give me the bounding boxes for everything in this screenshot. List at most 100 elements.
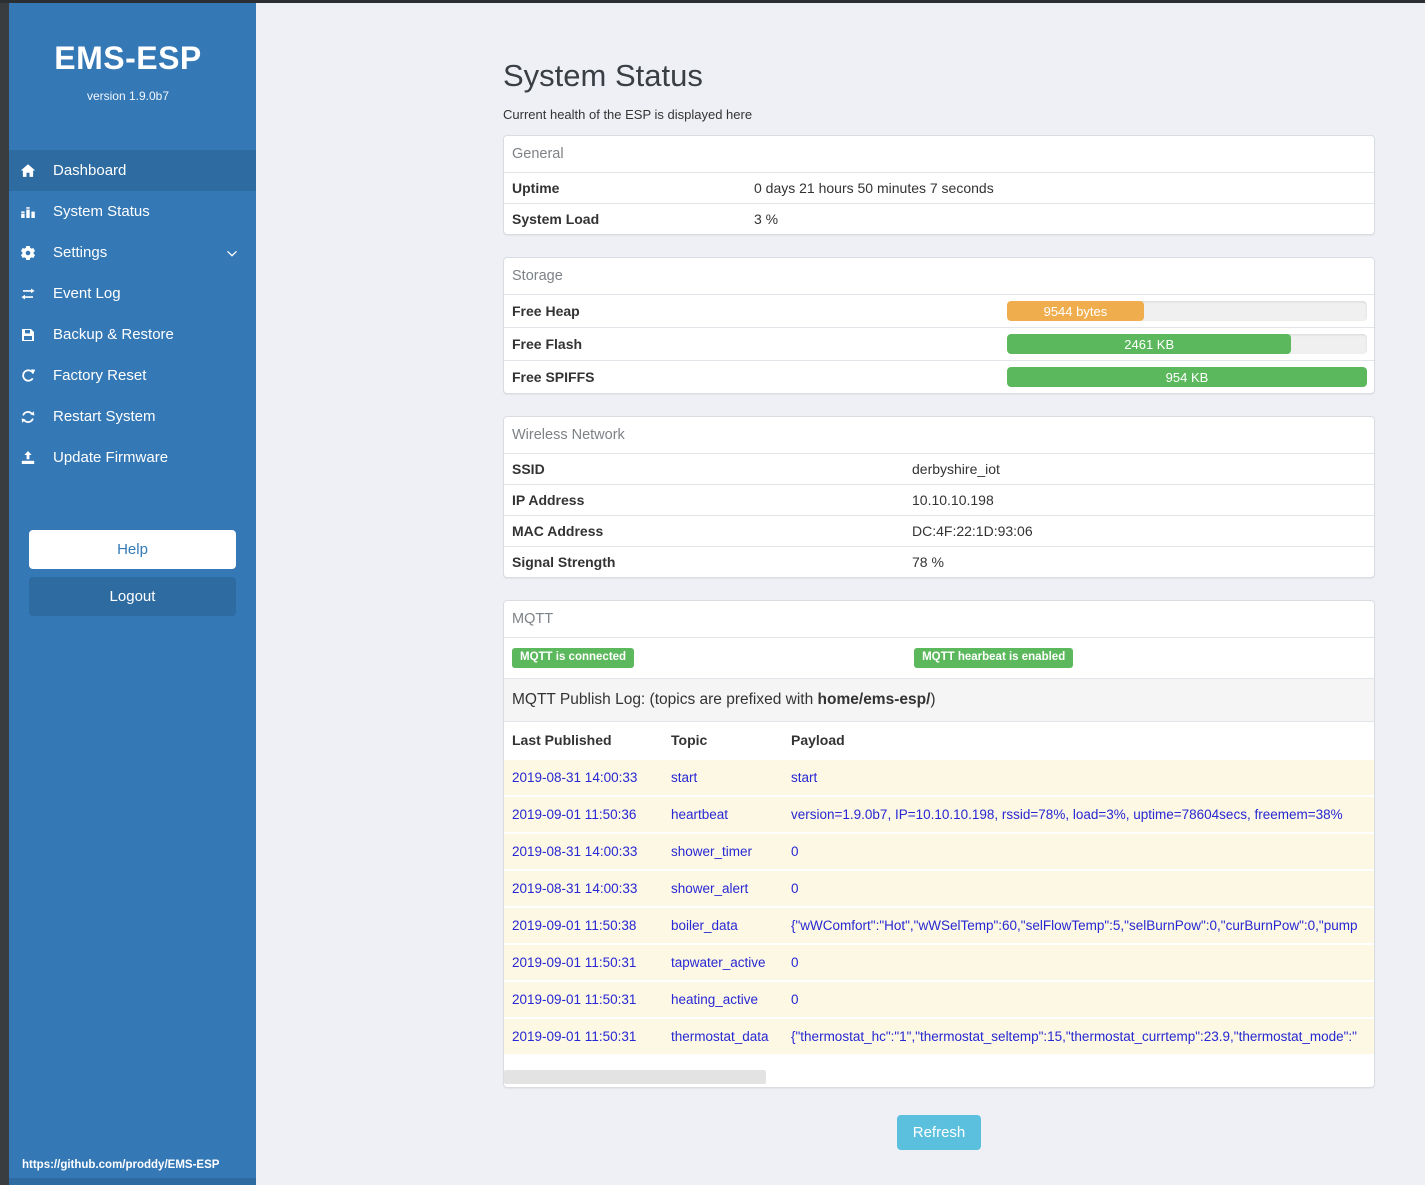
sidebar: EMS-ESP version 1.9.0b7 Dashboard System… bbox=[0, 0, 256, 1185]
row-value: 10.10.10.198 bbox=[912, 492, 994, 508]
refresh-icon bbox=[17, 409, 39, 425]
panel-mqtt-title: MQTT bbox=[512, 611, 554, 627]
storage-row-free-spiffs: Free SPIFFS 954 KB bbox=[504, 360, 1374, 393]
row-label: SSID bbox=[512, 461, 545, 477]
log-time: 2019-09-01 11:50:36 bbox=[512, 806, 637, 822]
sidebar-item-dashboard[interactable]: Dashboard bbox=[9, 150, 256, 191]
log-payload: {"thermostat_hc":"1","thermostat_seltemp… bbox=[791, 1028, 1357, 1044]
save-icon bbox=[17, 327, 39, 343]
help-button[interactable]: Help bbox=[29, 530, 236, 569]
mqtt-table-header: Last Published Topic Payload bbox=[504, 720, 1374, 758]
wireless-row-ssid: SSID derbyshire_iot bbox=[504, 453, 1374, 484]
sidebar-item-label: System Status bbox=[53, 203, 150, 220]
sidebar-item-factory-reset[interactable]: Factory Reset bbox=[9, 355, 256, 396]
rotate-icon bbox=[17, 368, 39, 384]
sidebar-item-label: Update Firmware bbox=[53, 449, 169, 466]
window-left-border bbox=[0, 0, 9, 1185]
home-icon bbox=[17, 163, 39, 179]
window-top-border bbox=[0, 0, 1425, 3]
log-topic: heartbeat bbox=[671, 806, 729, 822]
log-time: 2019-09-01 11:50:31 bbox=[512, 991, 637, 1007]
row-value: 0 days 21 hours 50 minutes 7 seconds bbox=[754, 180, 994, 196]
general-row-uptime: Uptime 0 days 21 hours 50 minutes 7 seco… bbox=[504, 172, 1374, 203]
scrollbar-thumb[interactable] bbox=[504, 1069, 766, 1084]
log-topic: start bbox=[671, 769, 698, 785]
progress-fill: 9544 bytes bbox=[1007, 301, 1144, 321]
sidebar-item-settings[interactable]: Settings bbox=[9, 232, 256, 273]
mqtt-connected-badge: MQTT is connected bbox=[512, 648, 635, 668]
panel-general-title: General bbox=[512, 146, 564, 162]
row-label: Uptime bbox=[512, 180, 560, 196]
exchange-icon bbox=[17, 286, 39, 302]
wireless-row-signal: Signal Strength 78 % bbox=[504, 546, 1374, 577]
wireless-row-ip: IP Address 10.10.10.198 bbox=[504, 484, 1374, 515]
row-label: Free Heap bbox=[512, 303, 580, 319]
mqtt-log-row: 2019-08-31 14:00:33 shower_timer 0 bbox=[504, 831, 1374, 869]
storage-row-free-flash: Free Flash 2461 KB bbox=[504, 327, 1374, 360]
app-title: EMS-ESP bbox=[54, 40, 202, 76]
log-topic: heating_active bbox=[671, 991, 759, 1007]
mqtt-log-row: 2019-09-01 11:50:31 tapwater_active 0 bbox=[504, 942, 1374, 980]
general-row-system-load: System Load 3 % bbox=[504, 203, 1374, 234]
log-payload: version=1.9.0b7, IP=10.10.10.198, rssid=… bbox=[791, 806, 1343, 822]
log-payload: start bbox=[791, 769, 818, 785]
row-label: IP Address bbox=[512, 492, 585, 508]
row-value: derbyshire_iot bbox=[912, 461, 1000, 477]
wireless-row-mac: MAC Address DC:4F:22:1D:93:06 bbox=[504, 515, 1374, 546]
publish-log-suffix: ) bbox=[930, 690, 936, 708]
sidebar-item-event-log[interactable]: Event Log bbox=[9, 273, 256, 314]
panel-storage-title: Storage bbox=[512, 268, 563, 284]
logout-button[interactable]: Logout bbox=[29, 577, 236, 616]
log-time: 2019-09-01 11:50:38 bbox=[512, 917, 637, 933]
mqtt-publish-log-header: MQTT Publish Log: (topics are prefixed w… bbox=[504, 677, 1374, 721]
row-label: System Load bbox=[512, 211, 600, 227]
sidebar-item-label: Backup & Restore bbox=[53, 326, 174, 343]
log-payload: {"wWComfort":"Hot","wWSelTemp":60,"selFl… bbox=[791, 917, 1358, 933]
row-value: 3 % bbox=[754, 211, 779, 227]
main-content: System Status Current health of the ESP … bbox=[503, 0, 1375, 1150]
app-version: version 1.9.0b7 bbox=[86, 89, 170, 103]
log-topic: tapwater_active bbox=[671, 954, 766, 970]
storage-row-free-heap: Free Heap 9544 bytes bbox=[504, 294, 1374, 327]
sidebar-footer-strip bbox=[0, 1178, 256, 1185]
github-link[interactable]: https://github.com/proddy/EMS-ESP bbox=[22, 1159, 220, 1171]
log-topic: thermostat_data bbox=[671, 1028, 769, 1044]
mqtt-log-row: 2019-08-31 14:00:33 start start bbox=[504, 757, 1374, 795]
log-time: 2019-08-31 14:00:33 bbox=[512, 843, 638, 859]
gear-icon bbox=[17, 245, 39, 261]
row-label: MAC Address bbox=[512, 523, 604, 539]
sidebar-item-label: Restart System bbox=[53, 408, 156, 425]
column-header-last-published: Last Published bbox=[512, 731, 612, 748]
sidebar-item-label: Event Log bbox=[53, 285, 121, 302]
sidebar-item-restart-system[interactable]: Restart System bbox=[9, 396, 256, 437]
sidebar-item-backup-restore[interactable]: Backup & Restore bbox=[9, 314, 256, 355]
sidebar-item-system-status[interactable]: System Status bbox=[9, 191, 256, 232]
log-time: 2019-08-31 14:00:33 bbox=[512, 769, 638, 785]
brand: EMS-ESP version 1.9.0b7 bbox=[0, 0, 256, 103]
upload-icon bbox=[17, 450, 39, 466]
row-value: DC:4F:22:1D:93:06 bbox=[912, 523, 1033, 539]
panel-general: General Uptime 0 days 21 hours 50 minute… bbox=[503, 135, 1375, 235]
column-header-payload: Payload bbox=[791, 731, 845, 748]
sidebar-item-label: Dashboard bbox=[53, 162, 127, 179]
row-label: Free Flash bbox=[512, 336, 583, 352]
sidebar-item-update-firmware[interactable]: Update Firmware bbox=[9, 437, 256, 478]
log-topic: shower_alert bbox=[671, 880, 749, 896]
mqtt-status-row: MQTT is connected MQTT hearbeat is enabl… bbox=[504, 637, 1374, 678]
free-flash-progressbar: 2461 KB bbox=[1007, 334, 1367, 354]
chart-icon bbox=[17, 204, 39, 220]
mqtt-log-row: 2019-08-31 14:00:33 shower_alert 0 bbox=[504, 868, 1374, 906]
row-label: Free SPIFFS bbox=[512, 369, 595, 385]
chevron-down-icon[interactable] bbox=[226, 246, 238, 263]
horizontal-scrollbar[interactable] bbox=[504, 1069, 1374, 1084]
progress-fill: 954 KB bbox=[1007, 367, 1367, 387]
refresh-button[interactable]: Refresh bbox=[896, 1114, 982, 1150]
log-time: 2019-09-01 11:50:31 bbox=[512, 1028, 637, 1044]
progress-fill: 2461 KB bbox=[1007, 334, 1292, 354]
log-time: 2019-09-01 11:50:31 bbox=[512, 954, 637, 970]
publish-log-topic-prefix: home/ems-esp/ bbox=[817, 690, 931, 708]
panel-bottom-pad bbox=[504, 1084, 1374, 1087]
row-label: Signal Strength bbox=[512, 554, 616, 570]
column-header-topic: Topic bbox=[671, 731, 708, 748]
panel-wireless: Wireless Network SSID derbyshire_iot IP … bbox=[503, 416, 1375, 578]
